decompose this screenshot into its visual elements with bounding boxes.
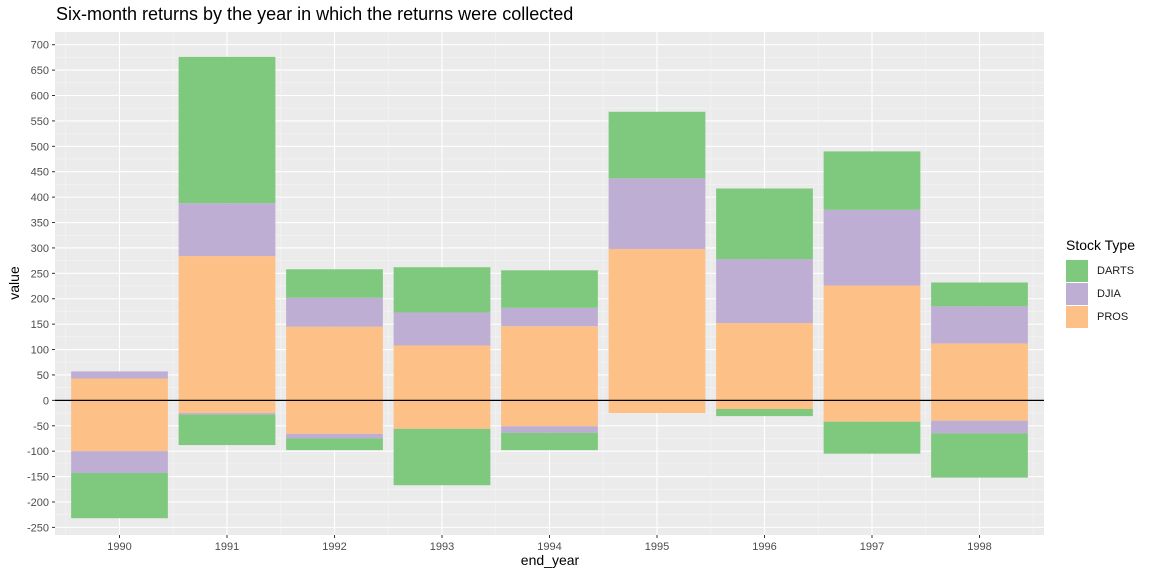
y-tick-label: -50 [33, 421, 49, 433]
bar-djia-1996 [716, 259, 813, 324]
bar-djia-1993 [393, 312, 491, 346]
x-tick-label: 1997 [860, 541, 884, 553]
y-tick-label: 350 [31, 218, 49, 230]
bar-djia-1994 [501, 307, 598, 327]
y-tick-label: 150 [31, 319, 49, 331]
y-tick-label: 650 [31, 65, 49, 77]
bar-darts-1991 [178, 56, 276, 204]
legend: Stock Type DARTS DJIA PROS [1066, 237, 1135, 328]
bar-pros-1997 [823, 285, 921, 422]
legend-item-djia: DJIA [1066, 282, 1135, 305]
y-tick-label: 450 [31, 167, 49, 179]
bar-djia-1990 [71, 451, 168, 474]
x-axis-title: end_year [520, 552, 580, 568]
chart-title: Six-month returns by the year in which t… [56, 4, 574, 24]
bar-darts-1994 [501, 270, 598, 308]
legend-key-darts [1066, 259, 1088, 282]
bar-darts-1994 [501, 432, 598, 451]
bars [71, 56, 1028, 519]
y-tick-label: 200 [31, 294, 49, 306]
bar-darts-1997 [823, 421, 921, 454]
y-tick-label: 100 [31, 345, 49, 357]
legend-label-darts: DARTS [1097, 264, 1135, 277]
legend-item-darts: DARTS [1066, 259, 1135, 282]
y-tick-label: -100 [27, 446, 49, 458]
x-tick-label: 1993 [430, 541, 454, 553]
bar-darts-1992 [286, 269, 383, 298]
y-tick-label: -250 [27, 522, 49, 534]
x-tick-label: 1991 [215, 541, 239, 553]
legend-key-pros [1066, 305, 1088, 328]
bar-djia-1991 [178, 413, 276, 415]
bar-darts-1991 [178, 414, 276, 446]
bar-pros-1990 [71, 378, 168, 452]
bar-djia-1995 [608, 178, 706, 249]
y-tick-label: 400 [31, 192, 49, 204]
legend-item-pros: PROS [1066, 305, 1135, 328]
y-tick-label: -150 [27, 472, 49, 484]
bar-djia-1994 [501, 426, 598, 433]
legend-label-djia: DJIA [1097, 287, 1121, 300]
bar-djia-1991 [178, 203, 276, 257]
x-axis-ticks: 1990 1991 1992 1993 1994 1995 1996 1997 1998 [107, 535, 992, 553]
y-tick-label: 250 [31, 268, 49, 280]
bar-pros-1992 [286, 326, 383, 434]
x-tick-label: 1996 [752, 541, 776, 553]
bar-djia-1992 [286, 297, 383, 327]
bar-darts-1992 [286, 438, 383, 451]
bar-darts-1996 [716, 188, 813, 260]
bar-pros-1998 [931, 343, 1028, 421]
y-axis-ticks: -250 -200 -150 -100 -50 0 50 100 150 200 250 300 350… [27, 40, 55, 534]
y-tick-label: 600 [31, 91, 49, 103]
bar-darts-1993 [393, 428, 491, 486]
y-tick-label: 50 [37, 370, 49, 382]
y-axis-title: value [6, 266, 22, 300]
bar-darts-1993 [393, 267, 491, 313]
bar-djia-1992 [286, 433, 383, 439]
bar-pros-1991 [178, 256, 276, 414]
y-tick-label: 300 [31, 243, 49, 255]
x-tick-label: 1992 [322, 541, 346, 553]
bar-darts-1990 [71, 473, 168, 519]
y-tick-label: 700 [31, 40, 49, 52]
y-tick-label: 500 [31, 141, 49, 153]
bar-djia-1997 [823, 209, 921, 286]
bar-pros-1995 [608, 248, 706, 414]
x-tick-label: 1994 [537, 541, 561, 553]
bar-djia-1998 [931, 306, 1028, 344]
y-tick-label: 0 [43, 395, 49, 407]
x-tick-label: 1998 [967, 541, 991, 553]
bar-darts-1995 [608, 111, 706, 179]
bar-pros-1996 [716, 323, 813, 409]
bar-darts-1998 [931, 433, 1028, 478]
bar-djia-1998 [931, 420, 1028, 434]
x-tick-label: 1995 [645, 541, 669, 553]
y-tick-label: 550 [31, 116, 49, 128]
bar-pros-1994 [501, 326, 598, 427]
bar-darts-1996 [716, 408, 813, 417]
legend-key-djia [1066, 282, 1088, 305]
x-tick-label: 1990 [107, 541, 131, 553]
bar-darts-1998 [931, 282, 1028, 307]
bar-pros-1993 [393, 345, 491, 429]
bar-djia-1990 [71, 371, 168, 379]
legend-title: Stock Type [1066, 237, 1136, 253]
bar-darts-1997 [823, 151, 921, 210]
legend-label-pros: PROS [1097, 310, 1129, 323]
y-tick-label: -200 [27, 497, 49, 509]
